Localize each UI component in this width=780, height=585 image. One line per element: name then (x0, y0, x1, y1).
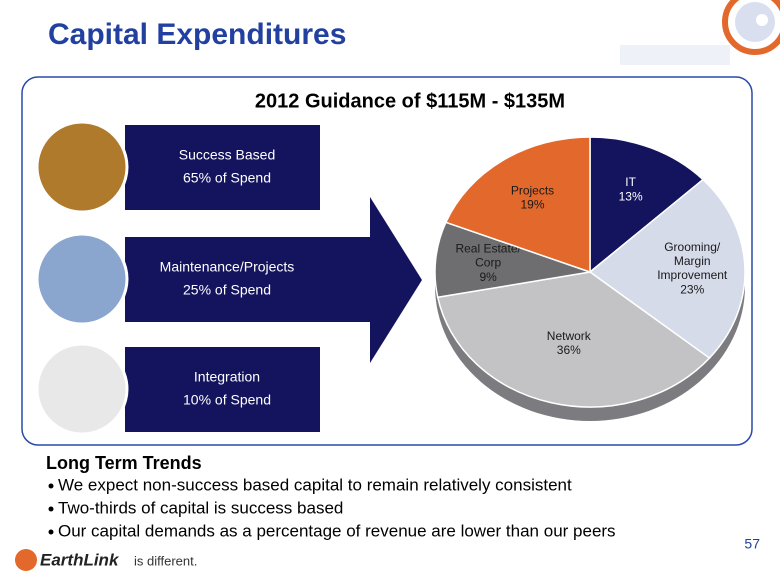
bullet-text: We expect non-success based capital to r… (58, 475, 572, 494)
box-group: Success Based 65% of Spend Maintenance/Pro… (35, 120, 320, 436)
slice-value-label: 9% (479, 270, 497, 284)
pie-slice (588, 178, 746, 360)
slice-label: Projects (511, 183, 554, 197)
slice-value-label: 19% (520, 197, 544, 211)
pie-slice (434, 221, 591, 299)
slice-label: IT (625, 175, 636, 189)
bullet-dot (48, 506, 54, 512)
panel-subtitle: 2012 Guidance of $115M - $135M (255, 90, 565, 112)
arrow (320, 197, 422, 363)
bullet-text: Our capital demands as a percentage of r… (58, 521, 616, 540)
bullet-list: We expect non-success based capital to r… (48, 475, 616, 540)
bullet-dot (48, 483, 54, 489)
pie-slice (589, 136, 705, 274)
slice-value-label: 36% (557, 343, 581, 357)
bullet-text: Two-thirds of capital is success based (58, 498, 343, 517)
corner-graphic (620, 0, 780, 65)
box-title: Success Based (179, 147, 276, 163)
slide-title: Capital Expenditures (48, 18, 346, 51)
box-image (35, 120, 129, 214)
box-title: Maintenance/Projects (160, 259, 295, 275)
trends-heading: Long Term Trends (46, 453, 202, 473)
box (125, 125, 320, 210)
slice-label: Grooming/Margin Improvement (657, 240, 728, 282)
logo-tagline: is different. (134, 553, 197, 568)
box-image (35, 342, 129, 436)
box-title: Integration (194, 369, 260, 385)
box (125, 347, 320, 432)
page-number: 57 (744, 536, 760, 552)
pie-slice (436, 271, 711, 408)
pie-slice (444, 136, 591, 274)
slice-value-label: 13% (619, 189, 643, 203)
box-detail: 25% of Spend (183, 282, 271, 298)
box-detail: 10% of Spend (183, 392, 271, 408)
logo-brand: EarthLink (40, 550, 120, 569)
box-detail: 65% of Spend (183, 170, 271, 186)
box (125, 237, 320, 322)
slice-value-label: 23% (680, 282, 704, 296)
bullet-dot (48, 529, 54, 535)
box-image (35, 232, 129, 326)
logo: EarthLink is different. (15, 549, 197, 571)
slice-label: Real Estate/Corp (455, 242, 521, 270)
slice-label: Network (547, 329, 592, 343)
